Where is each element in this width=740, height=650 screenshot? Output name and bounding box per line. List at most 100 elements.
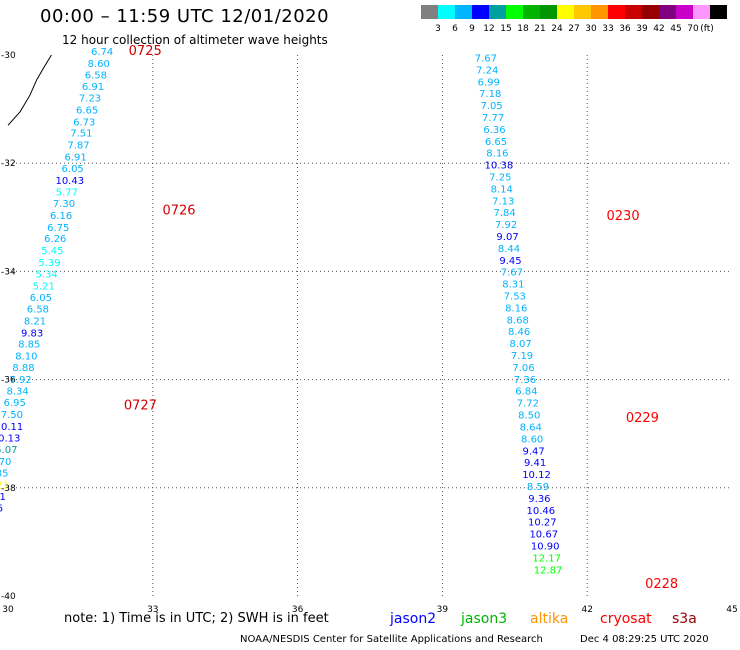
colorbar-swatch-5 (506, 5, 523, 19)
colorbar-swatch-15 (676, 5, 693, 19)
colorbar-swatch-4 (489, 5, 506, 19)
left-track-swh-23: 8.21 (24, 316, 46, 327)
right-track-swh-41: 10.90 (531, 541, 560, 552)
time-label-0726: 0726 (162, 204, 195, 219)
colorbar-label-2: 9 (469, 24, 475, 34)
colorbar-swatch-2 (455, 5, 472, 19)
colorbar-label-4: 15 (500, 24, 511, 34)
right-track-swh-6: 6.36 (483, 125, 505, 136)
left-track-swh-20: 5.21 (33, 281, 55, 292)
y-tick--34: -34 (1, 267, 16, 277)
time-label-0725: 0725 (129, 44, 162, 59)
x-tick-30: 30 (2, 605, 14, 615)
colorbar-label-8: 27 (568, 24, 579, 34)
legend-s3a: s3a (672, 611, 697, 627)
colorbar-label-10: 33 (602, 24, 613, 34)
x-tick-33: 33 (147, 605, 158, 615)
left-track-swh-0: 6.74 (91, 47, 113, 58)
colorbar-swatch-0 (421, 5, 438, 19)
colorbar-swatch-12 (625, 5, 642, 19)
colorbar-label-15: 70 (687, 24, 699, 34)
footer-timestamp: Dec 4 08:29:25 UTC 2020 (580, 634, 709, 645)
right-track-swh-37: 9.36 (528, 494, 550, 505)
x-tick-36: 36 (292, 605, 304, 615)
right-track-swh-10: 7.25 (489, 173, 511, 184)
right-track-swh-23: 8.46 (508, 327, 530, 338)
colorbar-label-1: 6 (452, 24, 458, 34)
right-track-swh-18: 7.67 (501, 268, 523, 279)
right-track-swh-24: 8.07 (509, 339, 531, 350)
left-track-swh-10: 6.05 (62, 164, 84, 175)
left-track-swh-7: 7.51 (70, 129, 92, 140)
left-track-swh-27: 8.88 (12, 363, 34, 374)
left-track-swh-8: 7.87 (67, 141, 89, 152)
right-track-swh-16: 8.44 (498, 244, 520, 255)
colorbar-label-5: 18 (517, 24, 529, 34)
colorbar-swatch-13 (642, 5, 659, 19)
colorbar-swatch-1 (438, 5, 455, 19)
footer-credit: NOAA/NESDIS Center for Satellite Applica… (240, 634, 543, 645)
colorbar-label-3: 12 (483, 24, 494, 34)
legend-cryosat: cryosat (600, 611, 652, 627)
right-track-swh-42: 12.17 (532, 553, 561, 564)
left-track-swh-31: 7.50 (1, 410, 23, 421)
right-track-swh-12: 7.13 (492, 196, 514, 207)
right-track-swh-32: 8.60 (521, 434, 543, 445)
x-tick-39: 39 (437, 605, 449, 615)
right-track-swh-22: 8.68 (507, 315, 529, 326)
legend-altika: altika (530, 611, 569, 627)
colorbar-swatch-7 (540, 5, 557, 19)
y-tick--32: -32 (1, 159, 16, 169)
colorbar-label-6: 21 (534, 24, 545, 34)
right-track-swh-30: 8.50 (518, 411, 540, 422)
right-track-swh-17: 9.45 (499, 256, 521, 267)
left-track-swh-15: 6.75 (47, 223, 69, 234)
colorbar-label-7: 24 (551, 24, 563, 34)
right-track-swh-39: 10.27 (528, 518, 557, 529)
coastline (7, 54, 52, 126)
colorbar-swatch-16 (693, 5, 710, 19)
right-track-swh-27: 7.36 (514, 375, 536, 386)
time-label-0228: 0228 (645, 577, 678, 592)
right-track-swh-33: 9.47 (522, 446, 544, 457)
right-track-swh-2: 6.99 (478, 77, 500, 88)
colorbar-swatch-9 (574, 5, 591, 19)
right-track-swh-9: 10.38 (485, 161, 514, 172)
left-track-swh-11: 10.43 (55, 176, 84, 187)
colorbar-label-11: 36 (619, 24, 631, 34)
right-track-swh-38: 10.46 (527, 506, 556, 517)
chart-title: 00:00 – 11:59 UTC 12/01/2020 (40, 6, 330, 27)
right-track-swh-11: 8.14 (491, 184, 513, 195)
left-track-swh-29: 8.34 (7, 387, 29, 398)
x-tick-45: 45 (726, 605, 737, 615)
left-track-swh-32: 10.11 (0, 422, 23, 433)
left-track-swh-12: 5.77 (56, 188, 78, 199)
y-tick--30: -30 (1, 51, 16, 61)
right-track-swh-3: 7.18 (479, 89, 501, 100)
x-tick-42: 42 (581, 605, 592, 615)
left-track-swh-13: 7.30 (53, 199, 75, 210)
chart-subtitle: 12 hour collection of altimeter wave hei… (62, 33, 328, 47)
right-track-swh-29: 7.72 (517, 399, 539, 410)
left-track-swh-26: 8.10 (15, 352, 37, 363)
colorbar-swatch-8 (557, 5, 574, 19)
time-label-0229: 0229 (626, 411, 659, 426)
left-track-swh-14: 6.16 (50, 211, 72, 222)
right-track-swh-19: 8.31 (502, 280, 524, 291)
colorbar-swatch-11 (608, 5, 625, 19)
right-track-swh-14: 7.92 (495, 220, 517, 231)
colorbar-swatch-6 (523, 5, 540, 19)
time-label-0230: 0230 (607, 209, 640, 224)
colorbar-label-12: 39 (636, 24, 648, 34)
right-track-swh-8: 8.16 (486, 149, 508, 160)
right-track-swh-20: 7.53 (504, 292, 526, 303)
left-track-swh-2: 6.58 (85, 70, 107, 81)
right-track-swh-28: 6.84 (515, 387, 537, 398)
y-tick--38: -38 (1, 484, 16, 494)
colorbar-label-9: 30 (585, 24, 597, 34)
left-track-swh-18: 5.39 (38, 258, 60, 269)
right-track-swh-21: 8.16 (505, 303, 527, 314)
left-track-swh-21: 6.05 (30, 293, 52, 304)
colorbar-label-16: (ft) (700, 24, 714, 34)
